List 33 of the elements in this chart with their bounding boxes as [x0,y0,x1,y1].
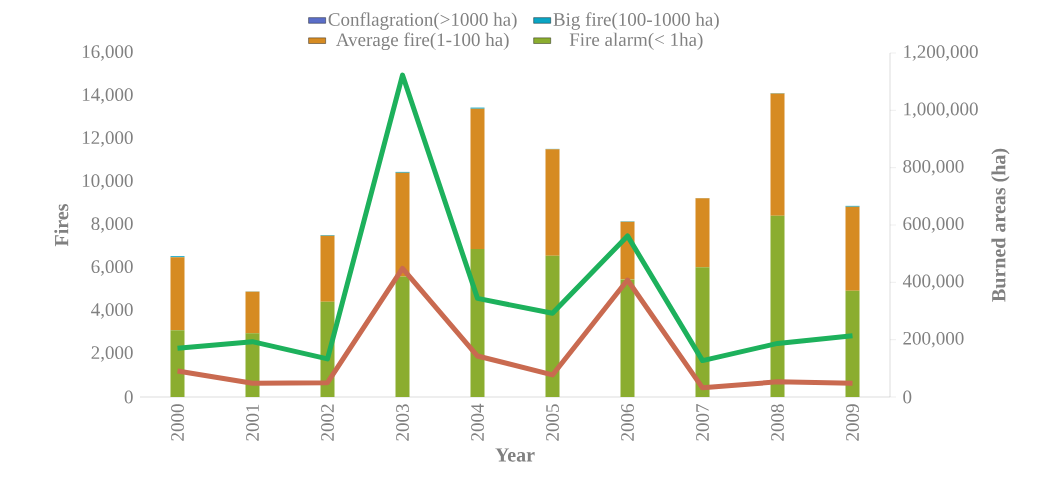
y-tick-label: 0 [124,390,133,404]
x-axis-title: Year [495,448,535,462]
y2-tick-label: 200,000 [903,331,964,348]
y2-tick-label: 600,000 [903,217,964,233]
y2-tick-label: 800,000 [903,159,964,176]
legend-label: Conflagration(>1000 ha) [328,12,517,30]
x-tick-label: 2005 [546,404,559,441]
x-tick-label: 2009 [846,404,859,441]
y-axis-title: Fires [54,204,69,247]
x-tick-label: 2004 [471,403,484,441]
legend-label: Fire alarm(< 1ha) [569,32,703,50]
y2-tick-label: 1,200,000 [904,45,978,61]
legend-label: Big fire(100-1000 ha) [553,12,719,30]
y-tick-label: 12,000 [82,131,133,147]
legend-label: Average fire(1-100 ha) [335,32,509,51]
x-tick-label: 2006 [621,404,634,441]
x-tick-label: 2001 [246,404,259,441]
y2-axis-title: Burned areas (ha) [991,148,1010,302]
y-tick-label: 14,000 [82,88,133,104]
y2-tick-label: 1,000,000 [904,102,978,119]
x-tick-label: 2008 [771,404,784,441]
x-tick-label: 2000 [171,404,184,441]
y2-tick-label: 0 [903,390,912,404]
x-tick-label: 2007 [696,404,709,441]
y-tick-label: 4,000 [91,303,133,319]
y-tick-label: 8,000 [91,217,133,233]
y-tick-label: 10,000 [82,174,133,190]
y-tick-label: 2,000 [91,346,133,362]
x-tick-label: 2003 [396,404,409,441]
y-tick-label: 16,000 [82,45,133,61]
x-tick-label: 2002 [321,404,334,441]
y2-tick-label: 400,000 [902,274,964,291]
y-tick-label: 6,000 [91,260,133,276]
